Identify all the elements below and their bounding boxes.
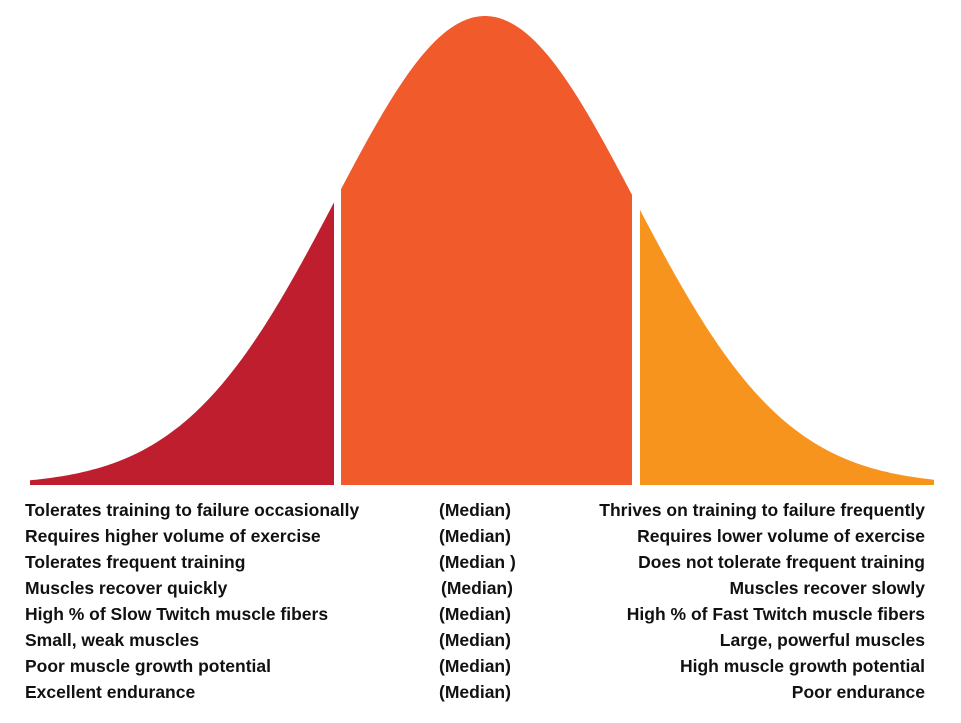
trait-row: High % of Slow Twitch muscle fibers (Med…	[0, 601, 961, 627]
bell-curve-left-region	[30, 202, 334, 485]
trait-comparison-table: Tolerates training to failure occasional…	[0, 497, 961, 705]
median-label: (Median)	[439, 682, 511, 702]
median-label: (Median)	[439, 526, 511, 546]
left-trait: Requires higher volume of exercise	[25, 526, 321, 546]
right-trait: Muscles recover slowly	[729, 578, 925, 598]
median-label: (Median)	[439, 630, 511, 650]
right-trait: High % of Fast Twitch muscle fibers	[626, 604, 925, 624]
median-label: (Median )	[439, 552, 516, 572]
median-label: (Median)	[439, 500, 511, 520]
trait-row: Excellent endurance (Median) Poor endura…	[0, 679, 961, 705]
median-label: (Median)	[439, 604, 511, 624]
trait-row: Small, weak muscles (Median) Large, powe…	[0, 627, 961, 653]
trait-row: Requires higher volume of exercise (Medi…	[0, 523, 961, 549]
left-trait: Muscles recover quickly	[25, 578, 228, 598]
left-trait: Tolerates frequent training	[25, 552, 246, 572]
trait-row: Tolerates training to failure occasional…	[0, 497, 961, 523]
right-trait: Thrives on training to failure frequentl…	[599, 500, 925, 520]
right-trait: Large, powerful muscles	[719, 630, 925, 650]
median-label: (Median)	[439, 656, 511, 676]
trait-row: Muscles recover quickly (Median) Muscles…	[0, 575, 961, 601]
bell-curve-right-region	[640, 210, 934, 485]
right-trait: Does not tolerate frequent training	[638, 552, 925, 572]
trait-row: Tolerates frequent training (Median ) Do…	[0, 549, 961, 575]
median-label: (Median)	[441, 578, 513, 598]
left-trait: Tolerates training to failure occasional…	[25, 500, 360, 520]
left-trait: Small, weak muscles	[25, 630, 200, 650]
left-trait: High % of Slow Twitch muscle fibers	[25, 604, 329, 624]
bell-curve-center-region	[341, 16, 632, 485]
right-trait: Requires lower volume of exercise	[637, 526, 925, 546]
right-trait: Poor endurance	[791, 682, 925, 702]
trait-row: Poor muscle growth potential (Median) Hi…	[0, 653, 961, 679]
left-trait: Excellent endurance	[25, 682, 196, 702]
left-trait: Poor muscle growth potential	[25, 656, 271, 676]
right-trait: High muscle growth potential	[679, 656, 925, 676]
